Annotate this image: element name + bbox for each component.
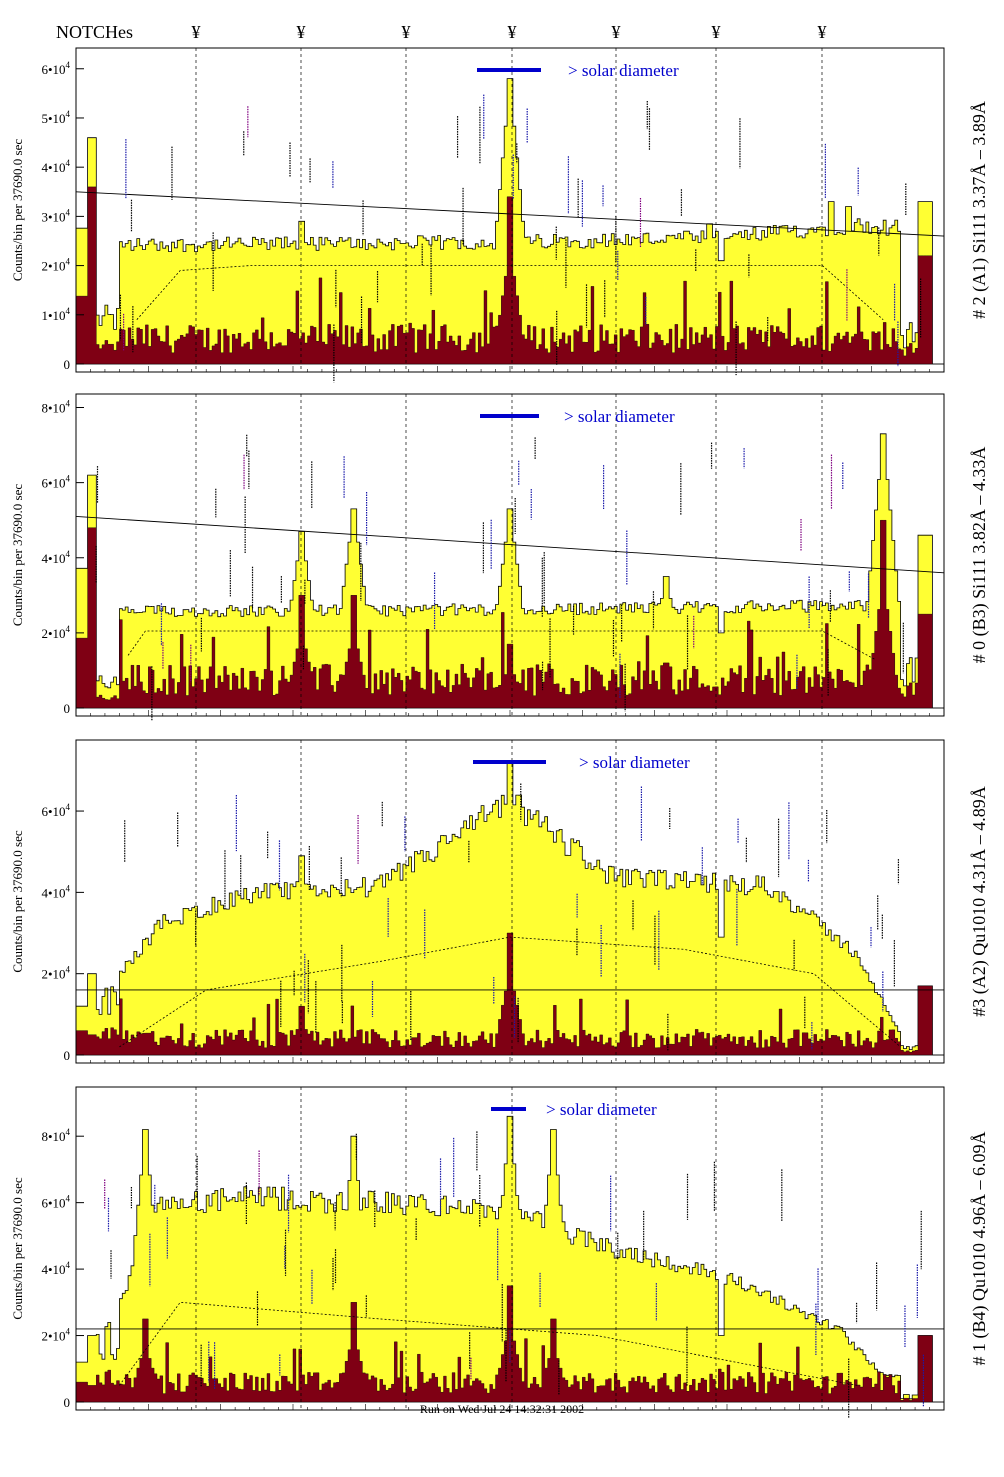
solar-diameter-annotation: > solar diameter [546,1100,657,1119]
ytick-label: 4•104 [41,1260,70,1277]
notches-header-label: NOTCHes [56,22,133,42]
series-background-counts [75,932,944,1056]
y-axis-label: Counts/bin per 37690.0 sec [10,1177,25,1319]
notch-marker-1: ¥ [297,22,306,42]
series-total-counts [75,433,944,709]
ytick-label: 4•104 [41,883,70,900]
panel-1: 0 2•104 4•104 6•104 8•104 Counts/bin per 3769… [10,393,990,721]
notch-marker-6: ¥ [818,22,827,42]
ytick-label: 4•104 [41,158,70,175]
ytick-label: 6•104 [41,1194,70,1211]
y-axis-label: Counts/bin per 37690.0 sec [10,139,25,281]
solar-diameter-annotation: > solar diameter [568,61,679,80]
ytick-label: 0 [64,1048,71,1063]
ytick-label: 2•104 [41,624,70,641]
ytick-label: 2•104 [41,1327,70,1344]
notch-marker-3: ¥ [508,22,517,42]
notch-marker-2: ¥ [402,22,411,42]
series-total-counts [75,1115,944,1403]
ytick-label: 0 [64,357,71,372]
model-curve [119,1301,858,1386]
panel-band-label: # 2 (A1) Si111 3.37Å – 3.89Å [969,101,990,319]
y-axis-label: Counts/bin per 37690.0 sec [10,484,25,626]
panel-2: 0 2•104 4•104 6•104 Counts/bin per 37690.0 s… [10,739,990,1064]
panel-0: 0 1•104 2•104 3•104 4•104 5•104 6•104 Counts/bi… [10,47,990,383]
fit-line [75,191,945,237]
panel-band-label: # 1 (B4) Qu1010 4.96Å – 6.09Å [969,1132,990,1366]
panel-band-label: #3 (A2) Qu1010 4.31Å – 4.89Å [969,786,990,1016]
ytick-label: 2•104 [41,257,70,274]
model-curve [119,936,901,1048]
series-background-counts [75,186,944,365]
y-axis-label: Counts/bin per 37690.0 sec [10,830,25,972]
notch-marker-5: ¥ [712,22,721,42]
ytick-label: 3•104 [41,207,70,224]
ytick-label: 6•104 [41,474,70,491]
notch-marker-0: ¥ [192,22,201,42]
series-total-counts [75,761,944,1056]
solar-diameter-annotation: > solar diameter [564,407,675,426]
ytick-label: 5•104 [41,109,70,126]
solar-diameter-annotation: > solar diameter [579,753,690,772]
model-curve [127,630,875,660]
ytick-label: 8•104 [41,1127,70,1144]
ytick-label: 1•104 [41,306,70,323]
footer-run-timestamp: Run on Wed Jul 24 14:32:31 2002 [419,1402,585,1416]
ytick-label: 6•104 [41,802,70,819]
ytick-label: 8•104 [41,399,70,416]
ytick-label: 0 [64,701,71,716]
panel-3: 0 2•104 4•104 6•104 8•104 Counts/bin per 3769… [10,1086,990,1419]
ytick-label: 4•104 [41,549,70,566]
notch-marker-4: ¥ [612,22,621,42]
ytick-label: 6•104 [41,60,70,77]
fit-line [75,515,945,574]
ytick-label: 0 [64,1395,71,1410]
series-background-counts [75,520,944,709]
ytick-label: 2•104 [41,965,70,982]
panel-band-label: # 0 (B3) Si111 3.82Å – 4.33Å [969,447,990,664]
